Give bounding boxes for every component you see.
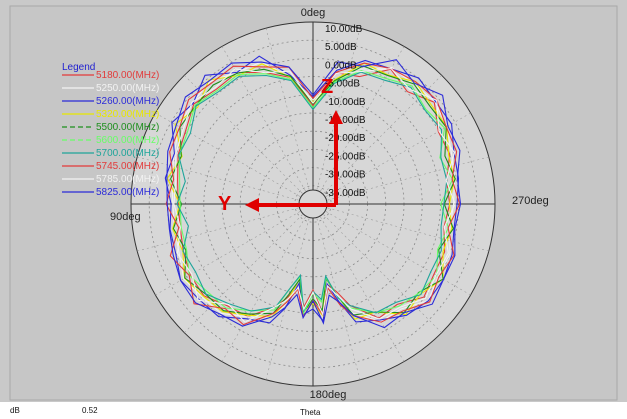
status-value: 0.52: [82, 406, 98, 415]
grid-spoke: [312, 203, 471, 296]
grid-spoke: [312, 46, 405, 205]
grid-spoke: [265, 28, 314, 205]
legend-entry-6: 5700.00(MHz): [96, 148, 159, 159]
grid-spoke: [137, 156, 314, 205]
grid-spoke: [221, 203, 314, 362]
radial-tick-label: -35.00dB: [325, 188, 366, 199]
angle-label-bottom: 180deg: [310, 389, 347, 401]
z-axis-arrowhead: [329, 110, 343, 124]
grid-spoke: [155, 203, 314, 296]
grid-spoke: [312, 203, 489, 252]
legend-entry-9: 5825.00(MHz): [96, 187, 159, 198]
radial-tick-label: 5.00dB: [325, 42, 357, 53]
y-axis-label: Y: [218, 193, 232, 215]
grid-spoke: [137, 203, 314, 252]
grid-spoke: [155, 112, 314, 205]
radial-tick-label: -5.00dB: [325, 79, 360, 90]
pattern-curves: [164, 55, 462, 329]
legend-entry-2: 5260.00(MHz): [96, 96, 159, 107]
radial-tick-label: -15.00dB: [325, 115, 366, 126]
status-axis: Theta: [300, 408, 321, 417]
legend-entry-0: 5180.00(MHz): [96, 70, 159, 81]
legend-title: Legend: [62, 62, 95, 73]
radial-tick-label: -20.00dB: [325, 133, 366, 144]
legend-entry-8: 5785.00(MHz): [96, 174, 159, 185]
grid-spoke: [265, 203, 314, 380]
legend-entry-5: 5600.00(MHz): [96, 135, 159, 146]
series-curve-4: [169, 65, 456, 316]
axis-annotations: Z Y: [218, 76, 343, 215]
status-unit: dB: [10, 406, 20, 415]
y-axis-arrowhead: [245, 198, 259, 212]
grid-spoke: [184, 203, 314, 333]
grid-spoke: [312, 203, 442, 333]
radial-tick-labels: 10.00dB 5.00dB 0.00dB -5.00dB -10.00dB -15.00…: [325, 24, 366, 199]
radial-tick-label: -25.00dB: [325, 151, 366, 162]
radial-tick-label: 0.00dB: [325, 60, 357, 71]
radial-tick-label: -10.00dB: [325, 97, 366, 108]
polar-radiation-chart: 10.00dB 5.00dB 0.00dB -5.00dB -10.00dB -15.00…: [0, 0, 627, 402]
status-bar: dB 0.52 Theta: [0, 402, 627, 419]
legend-entry-1: 5250.00(MHz): [96, 83, 159, 94]
series-curve-8: [173, 68, 456, 323]
series-curve-3: [166, 62, 455, 320]
angle-label-right: 270deg: [512, 195, 549, 207]
angle-label-left: 90deg: [110, 211, 141, 223]
z-axis-label: Z: [321, 76, 333, 98]
legend: Legend 5180.00(MHz) 5250.00(MHz) 5260.00(M…: [62, 62, 159, 198]
legend-entry-4: 5500.00(MHz): [96, 122, 159, 133]
grid-spoke: [312, 156, 489, 205]
radial-tick-label: 10.00dB: [325, 24, 363, 35]
legend-entry-3: 5320.00(MHz): [96, 109, 159, 120]
series-curve-9: [166, 59, 462, 329]
radial-tick-label: -30.00dB: [325, 170, 366, 181]
grid-spoke: [312, 203, 405, 362]
angle-label-top: 0deg: [301, 7, 325, 19]
legend-entry-7: 5745.00(MHz): [96, 161, 159, 172]
